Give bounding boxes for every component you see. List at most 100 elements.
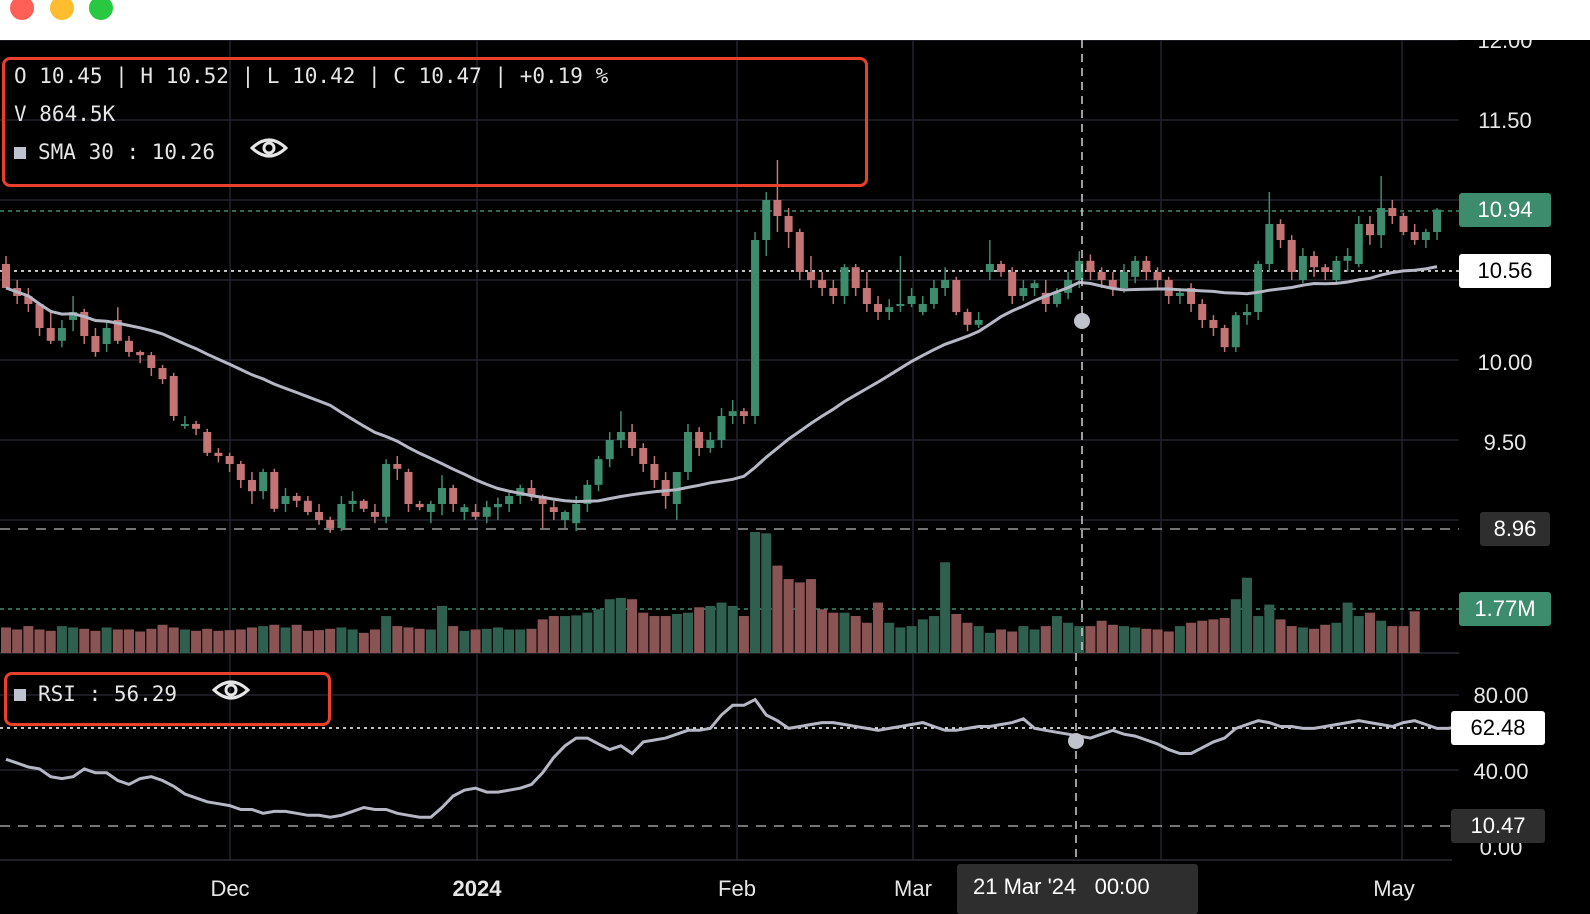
volume-bar bbox=[34, 629, 45, 653]
volume-bar bbox=[973, 626, 984, 653]
volume-bar bbox=[526, 628, 537, 653]
volume-bar bbox=[1007, 631, 1018, 653]
volume-bar bbox=[269, 624, 280, 653]
volume-bar bbox=[783, 579, 794, 653]
candle-body bbox=[348, 500, 357, 504]
volume-bar bbox=[548, 616, 559, 653]
candle-body bbox=[471, 512, 480, 517]
candle-body bbox=[527, 488, 536, 496]
window-close-button[interactable] bbox=[10, 0, 34, 20]
candle-body bbox=[829, 288, 838, 296]
candle-body bbox=[180, 424, 189, 426]
rsi-tick-label: 40.00 bbox=[1473, 759, 1528, 784]
candle-body bbox=[616, 432, 625, 440]
candle-body bbox=[158, 368, 167, 380]
rsi-line bbox=[5, 697, 1460, 819]
volume-bar bbox=[1331, 622, 1342, 653]
price-tick-label: 12.00 bbox=[1477, 40, 1532, 53]
window-zoom-button[interactable] bbox=[89, 0, 113, 20]
candle-body bbox=[270, 472, 279, 509]
volume-bar bbox=[940, 562, 951, 653]
candle-body bbox=[1276, 224, 1285, 240]
candle-body bbox=[359, 500, 368, 509]
candle-body bbox=[292, 496, 301, 501]
volume-bar bbox=[1275, 619, 1286, 653]
low-price-badge: 8.96 bbox=[1480, 512, 1550, 546]
candle-body bbox=[549, 507, 558, 512]
volume-bar bbox=[213, 630, 224, 653]
window-minimize-button[interactable] bbox=[50, 0, 74, 20]
sma-settings-icon[interactable] bbox=[14, 147, 26, 159]
candle-body bbox=[326, 520, 335, 528]
candle-body bbox=[1220, 328, 1229, 348]
time-tick-label: May bbox=[1373, 876, 1415, 901]
rsi-settings-icon[interactable] bbox=[14, 689, 26, 701]
volume-bar bbox=[1096, 620, 1107, 653]
candle-body bbox=[795, 232, 804, 272]
volume-bar bbox=[1119, 626, 1129, 653]
candle-body bbox=[102, 328, 111, 344]
volume-bar bbox=[112, 629, 123, 653]
candle-body bbox=[80, 312, 89, 336]
candle-body bbox=[203, 432, 212, 453]
rsi-visibility-eye-icon[interactable] bbox=[211, 676, 250, 714]
volume-bar bbox=[817, 609, 828, 653]
candle-body bbox=[762, 200, 771, 240]
candle-body bbox=[1265, 224, 1274, 264]
volume-bar bbox=[805, 579, 816, 653]
candle-body bbox=[650, 464, 659, 480]
candle-body bbox=[907, 296, 916, 304]
candle-body bbox=[1075, 260, 1084, 280]
volume-bar bbox=[1152, 629, 1163, 653]
candle-body bbox=[57, 328, 66, 341]
volume-bar bbox=[1, 627, 11, 653]
volume-bar bbox=[358, 632, 369, 653]
rsi-legend-highlight bbox=[4, 672, 331, 726]
volume-bar bbox=[727, 605, 738, 653]
volume-bar bbox=[56, 626, 67, 653]
volume-bar bbox=[481, 628, 492, 653]
volume-bar bbox=[895, 627, 906, 653]
volume-bar bbox=[425, 629, 436, 653]
candle-body bbox=[1254, 264, 1263, 312]
sma-visibility-eye-icon[interactable] bbox=[249, 134, 288, 172]
volume-bar bbox=[1409, 611, 1420, 653]
volume-bar bbox=[23, 626, 34, 653]
volume-bar bbox=[1029, 629, 1040, 653]
candle-body bbox=[370, 512, 379, 517]
volume-bar bbox=[928, 616, 939, 653]
volume-bar bbox=[716, 602, 727, 653]
candle-body bbox=[1153, 272, 1162, 280]
candle-body bbox=[639, 448, 648, 464]
candle-body bbox=[393, 464, 402, 469]
rsi-legend: RSI : 56.29 bbox=[14, 675, 250, 713]
volume-bar bbox=[1208, 619, 1219, 653]
candle-body bbox=[247, 480, 256, 492]
ohlc-readout: O 10.45 | H 10.52 | L 10.42 | C 10.47 | … bbox=[14, 64, 609, 88]
volume-bar bbox=[369, 629, 380, 653]
volume-bar bbox=[168, 627, 179, 653]
candle-body bbox=[415, 504, 424, 508]
volume-bar bbox=[705, 605, 716, 653]
candle-body bbox=[538, 496, 547, 504]
time-tick-label: Dec bbox=[210, 876, 249, 901]
candle-body bbox=[214, 452, 223, 456]
volume-bar bbox=[638, 612, 649, 653]
candle-body bbox=[1242, 312, 1251, 316]
candle-body bbox=[997, 264, 1006, 272]
volume-bar bbox=[828, 612, 839, 653]
candle-body bbox=[192, 424, 201, 429]
volume-bar bbox=[470, 629, 481, 653]
candle-body bbox=[1321, 267, 1330, 272]
candle-body bbox=[561, 512, 569, 520]
volume-bar bbox=[1186, 622, 1197, 653]
candle-body bbox=[1030, 283, 1039, 288]
candle-body bbox=[751, 240, 760, 416]
candle-body bbox=[2, 264, 10, 288]
candle-body bbox=[583, 484, 592, 504]
volume-bar bbox=[537, 619, 548, 653]
candle-body bbox=[1108, 280, 1117, 288]
candle-body bbox=[259, 472, 268, 492]
volume-bar bbox=[1074, 626, 1085, 653]
candle-body bbox=[449, 488, 458, 504]
